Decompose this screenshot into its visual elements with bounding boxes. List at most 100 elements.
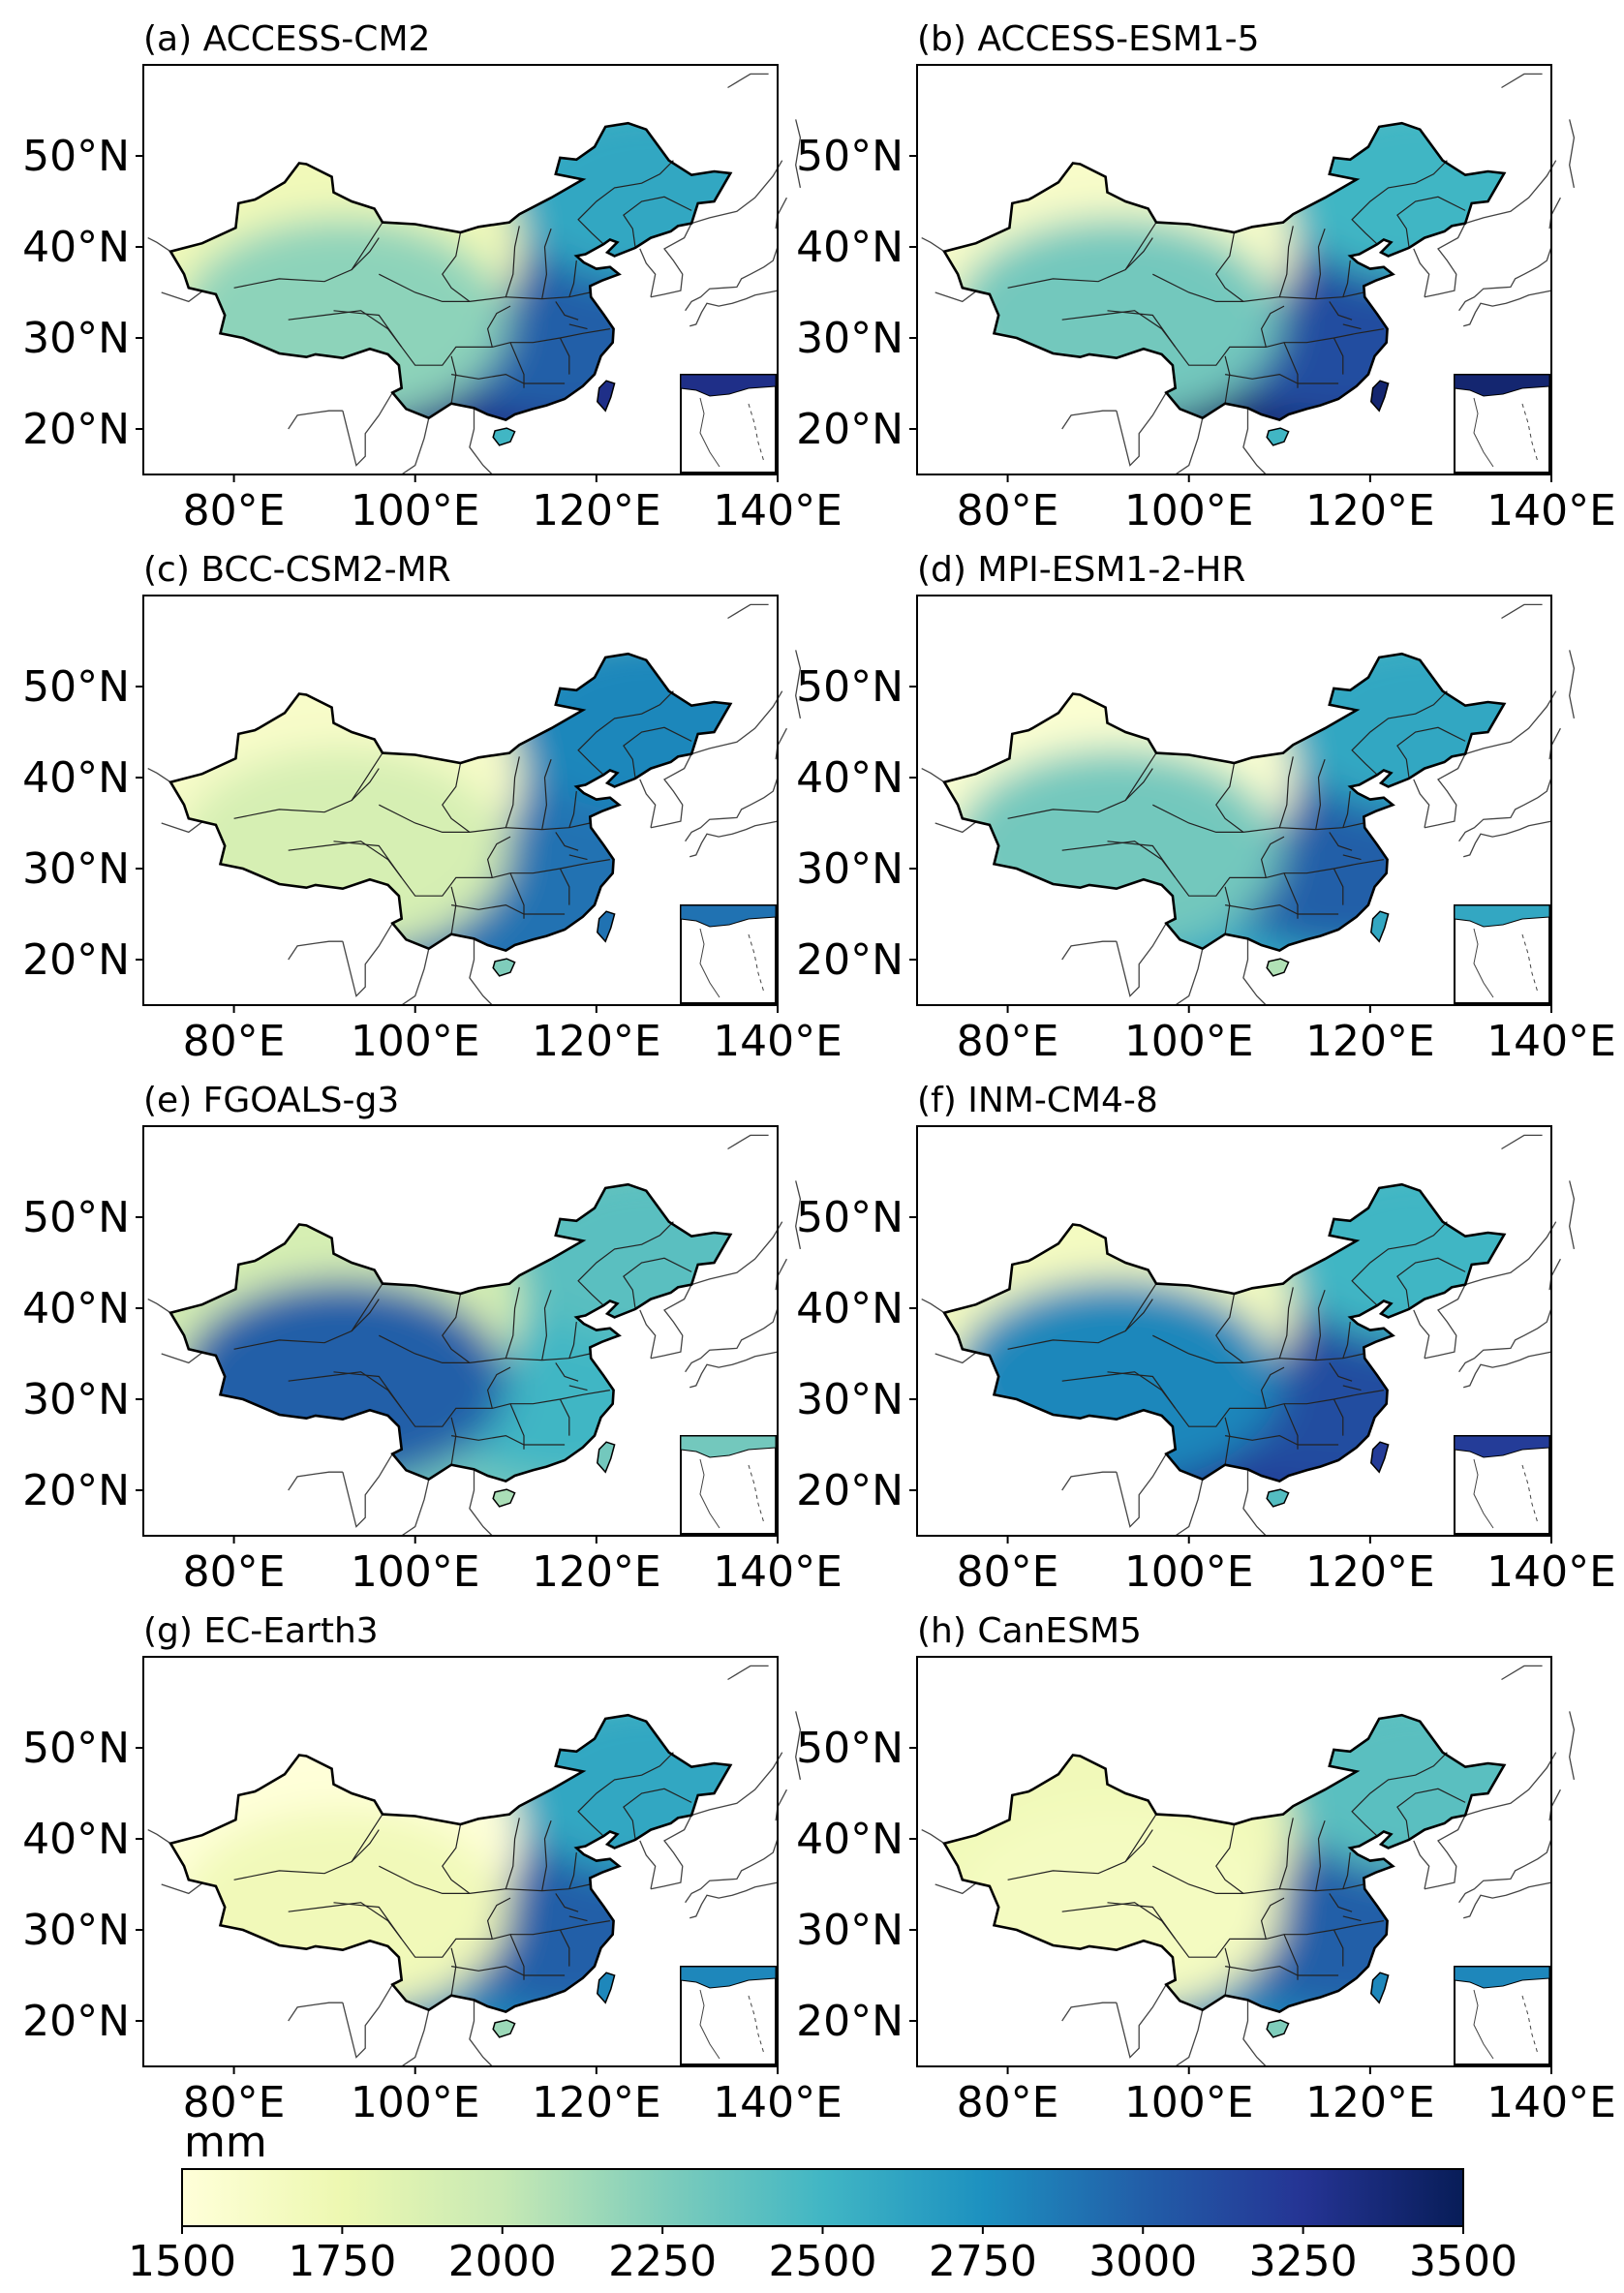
coastline — [1464, 160, 1557, 225]
map-frame — [916, 595, 1552, 1006]
province-boundary — [559, 1398, 570, 1436]
coastline — [147, 237, 171, 253]
panel-title: (d) MPI-ESM1-2-HR — [917, 550, 1245, 590]
lat-tick-label: 50°N — [796, 1724, 904, 1773]
coastline — [342, 392, 393, 467]
province-boundary — [233, 752, 383, 819]
coastline — [1413, 779, 1430, 828]
coastline — [1501, 73, 1543, 89]
province-boundary — [450, 1417, 457, 1465]
lon-tick-label: 80°E — [183, 1017, 286, 1066]
province-boundary — [486, 836, 511, 878]
south-china-sea-inset — [680, 1435, 777, 1535]
lat-tick-label: 20°N — [796, 1997, 904, 2046]
province-boundary — [509, 342, 525, 388]
hainan-island — [1266, 427, 1290, 446]
province-boundary — [1007, 752, 1157, 819]
colorbar-tick-label: 2000 — [448, 2237, 557, 2286]
province-boundary — [509, 1934, 525, 1980]
map-panel: (h) CanESM5 50°N 40°N 30°N 20°N 80°E 100°E 120°… — [796, 1611, 1616, 2127]
province-boundary — [1396, 1788, 1466, 1840]
lon-tick-label: 100°E — [1124, 1547, 1254, 1597]
province-boundary — [1396, 1257, 1466, 1309]
hainan-island — [1266, 1488, 1290, 1508]
province-boundary — [401, 859, 610, 897]
province-boundary — [1124, 1829, 1153, 1862]
taiwan-island — [597, 1441, 616, 1474]
province-boundary — [541, 1820, 552, 1891]
map-panel: (a) ACCESS-CM2 50°N 40°N 30°N 20°N 80°E 100°E 1… — [22, 19, 843, 535]
coastline — [1175, 417, 1204, 475]
taiwan-island — [1370, 910, 1390, 943]
china-border — [169, 1182, 733, 1483]
coastline — [1569, 650, 1576, 719]
province-boundary — [1007, 1814, 1157, 1880]
coastline — [795, 1180, 802, 1250]
province-boundary — [486, 305, 511, 348]
colorbar-tick-label: 3000 — [1088, 2237, 1197, 2286]
coastline — [161, 817, 207, 834]
province-boundary — [1225, 373, 1339, 384]
province-boundary — [1329, 301, 1353, 321]
lat-tick-label: 40°N — [22, 1284, 130, 1333]
province-boundary — [1175, 1920, 1384, 1958]
coastline — [1463, 290, 1552, 327]
province-boundary — [1225, 1434, 1339, 1446]
lat-tick-label: 30°N — [796, 844, 904, 894]
coastline — [639, 248, 657, 297]
province-boundary — [233, 1814, 383, 1880]
province-boundary — [568, 1915, 588, 1922]
lon-tick-label: 120°E — [1305, 1547, 1435, 1597]
province-boundary — [623, 1257, 692, 1309]
hainan-island — [492, 958, 516, 977]
province-boundary — [401, 328, 610, 366]
lon-tick-label: 80°E — [183, 486, 286, 535]
map-frame — [142, 595, 779, 1006]
panel-title: (h) CanESM5 — [917, 1611, 1142, 1651]
panel-title: (b) ACCESS-ESM1-5 — [917, 19, 1260, 59]
province-boundary — [1351, 1221, 1448, 1306]
lat-tick-label: 30°N — [796, 314, 904, 363]
province-boundary — [555, 301, 579, 321]
province-boundary — [1342, 1322, 1351, 1359]
province-boundary — [1260, 305, 1285, 348]
province-boundary — [1333, 1398, 1344, 1436]
province-boundary — [1278, 226, 1294, 297]
province-boundary — [1260, 1366, 1285, 1409]
lon-tick-label: 120°E — [532, 1017, 661, 1066]
panel-title: (c) BCC-CSM2-MR — [143, 550, 451, 590]
province-boundary — [1007, 222, 1157, 289]
coastline — [689, 1351, 779, 1389]
coastline — [1175, 1479, 1204, 1537]
province-boundary — [623, 196, 692, 248]
lon-tick-label: 80°E — [957, 1547, 1059, 1597]
province-boundary — [486, 1897, 511, 1940]
province-boundary — [451, 373, 566, 384]
province-boundary — [233, 222, 383, 289]
coastline — [1458, 246, 1552, 312]
hainan-island — [492, 1488, 516, 1508]
province-boundary — [568, 1385, 588, 1391]
province-boundary — [379, 1334, 591, 1363]
province-boundary — [1342, 260, 1351, 297]
taiwan-island — [1370, 380, 1390, 413]
province-boundary — [1396, 726, 1466, 779]
coastline — [401, 1479, 430, 1537]
province-boundary — [555, 1362, 579, 1382]
coastline — [795, 119, 802, 189]
coastline — [469, 938, 493, 1006]
coastline — [1464, 1221, 1557, 1286]
province-boundary — [577, 690, 674, 776]
province-boundary — [1224, 886, 1231, 934]
lon-tick-label: 140°E — [1486, 1017, 1616, 1066]
province-boundary — [1351, 1752, 1448, 1837]
coastline — [690, 690, 783, 755]
province-boundary — [1315, 229, 1326, 299]
coastline — [288, 2002, 343, 2022]
lat-tick-label: 20°N — [22, 1466, 130, 1515]
map-panel: (d) MPI-ESM1-2-HR 50°N 40°N 30°N 20°N 80°E 100… — [796, 550, 1616, 1066]
south-china-sea-inset — [680, 904, 777, 1004]
province-boundary — [1333, 868, 1344, 905]
coastline — [689, 1881, 779, 1919]
lon-tick-label: 80°E — [957, 1017, 1059, 1066]
